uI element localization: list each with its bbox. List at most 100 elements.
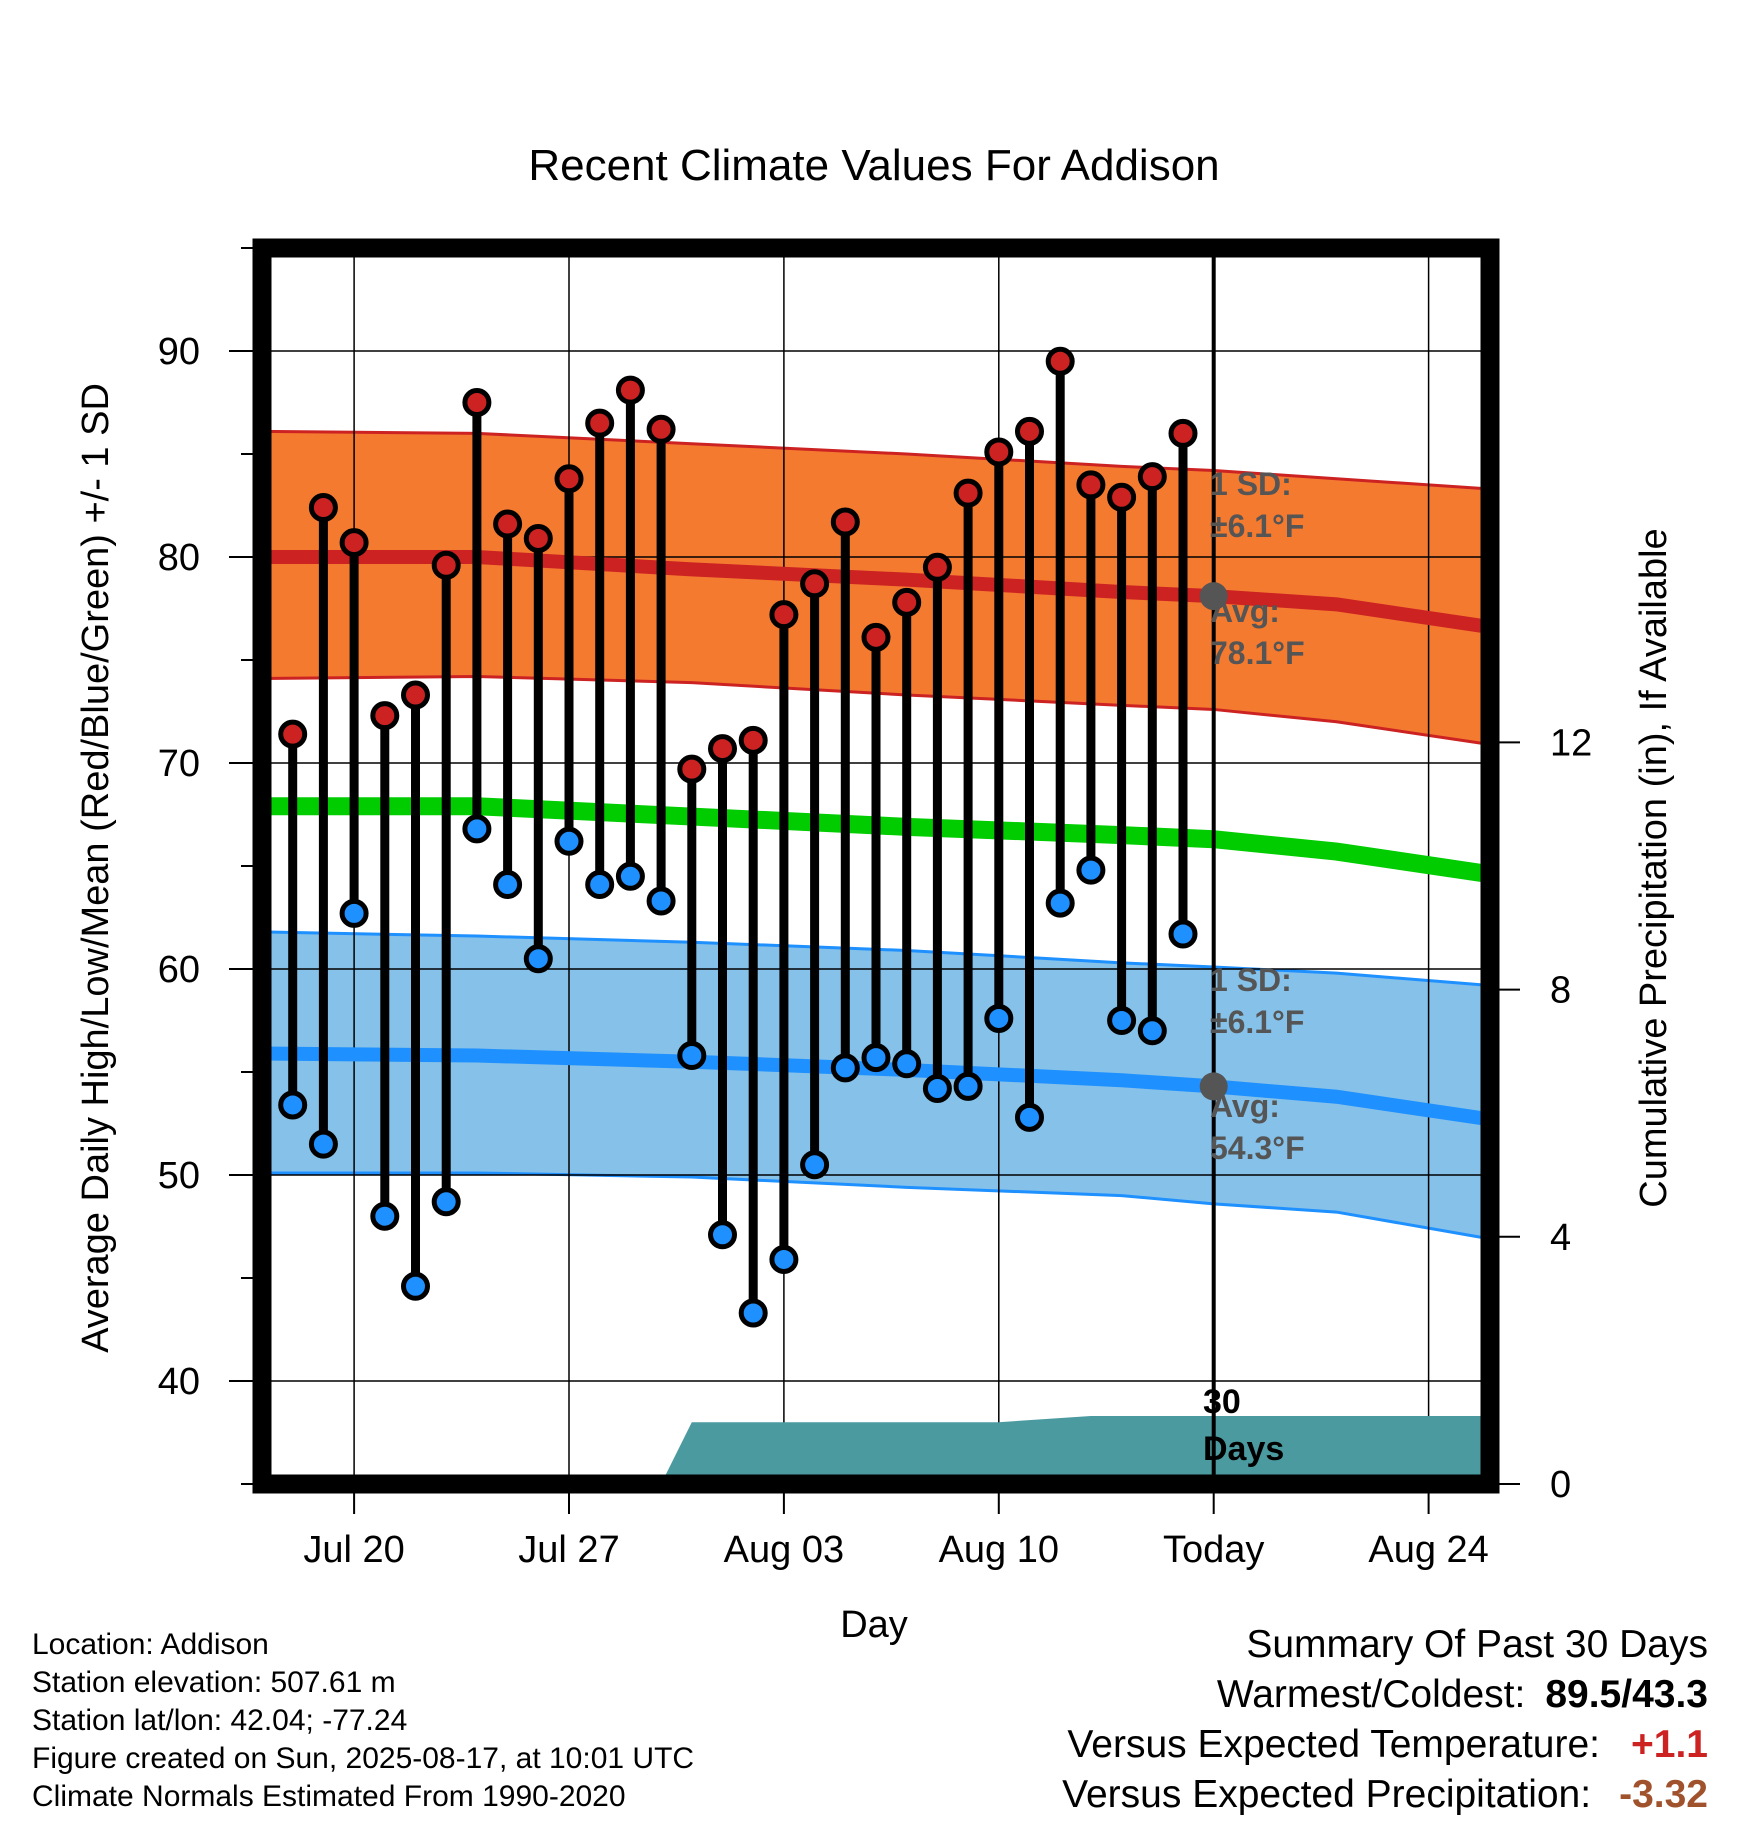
- today-low-avg-dot: [1199, 1072, 1228, 1101]
- daily-low-point: [585, 870, 615, 900]
- y-tick-label-60: 60: [158, 949, 200, 991]
- daily-high-point: [922, 552, 952, 582]
- days-number: 30: [1203, 1383, 1241, 1421]
- y2-tick-label-12: 12: [1550, 722, 1592, 764]
- daily-low-point: [892, 1049, 922, 1079]
- daily-low-point: [861, 1043, 891, 1073]
- daily-high-point: [462, 388, 492, 417]
- normals-text: Climate Normals Estimated From 1990-2020: [32, 1780, 626, 1813]
- y2-axis-label: Cumulative Precipitation (in), If Availa…: [1633, 528, 1675, 1207]
- daily-high-point: [554, 464, 584, 494]
- daily-high-point: [769, 600, 799, 630]
- x-axis-label: Day: [840, 1604, 908, 1646]
- precipitation-area: [661, 1416, 1490, 1484]
- y2-tick-label-8: 8: [1550, 970, 1571, 1012]
- x-tick-label-jul-20: Jul 20: [303, 1529, 404, 1571]
- high-avg-value: 78.1°F: [1210, 635, 1305, 671]
- daily-low-point: [1076, 855, 1106, 885]
- chart-annotations: 1 SD: ±6.1°F Avg: 78.1°F 1 SD: ±6.1°F Av…: [1203, 466, 1305, 1468]
- x-tick-label-jul-27: Jul 27: [518, 1529, 619, 1571]
- daily-high-point: [708, 734, 737, 764]
- avg-high-line: [262, 550, 1492, 634]
- y2-tick-label-4: 4: [1550, 1217, 1571, 1259]
- daily-low-point: [1137, 1016, 1167, 1046]
- daily-low-point: [1015, 1102, 1044, 1132]
- daily-high-point: [738, 725, 768, 755]
- daily-high-point: [278, 719, 308, 749]
- daily-low-point: [646, 886, 676, 916]
- daily-high-point: [615, 375, 645, 405]
- daily-low-point: [278, 1090, 308, 1120]
- daily-high-point: [585, 408, 615, 438]
- x-tick-label-aug-24: Aug 24: [1368, 1529, 1488, 1571]
- daily-high-point: [493, 509, 523, 539]
- daily-low-point: [800, 1150, 830, 1180]
- avg-mean-line: [262, 797, 1492, 884]
- temp-value: +1.1: [1631, 1723, 1708, 1766]
- daily-low-point: [462, 814, 492, 844]
- daily-low-point: [708, 1220, 737, 1250]
- daily-high-point: [308, 493, 338, 523]
- daily-high-point: [984, 437, 1014, 467]
- temp-label: Versus Expected Temperature:: [1067, 1723, 1600, 1766]
- summary-panel: Summary Of Past 30 Days Warmest/Coldest:…: [1062, 1620, 1708, 1820]
- daily-high-point: [1015, 416, 1044, 446]
- location-text: Location: Addison: [32, 1628, 269, 1661]
- today-marker: [1199, 248, 1228, 1484]
- normal-lines: [261, 550, 1492, 1127]
- high-sd-value: ±6.1°F: [1210, 508, 1304, 544]
- daily-low-point: [523, 944, 553, 974]
- high-avg-label: Avg:: [1210, 593, 1280, 629]
- daily-high-point: [953, 478, 983, 508]
- daily-high-point: [1076, 470, 1106, 500]
- days-word: Days: [1203, 1430, 1284, 1468]
- daily-low-point: [922, 1073, 952, 1103]
- daily-high-point: [800, 569, 830, 599]
- low-sd-band-lower-edge: [262, 1171, 1491, 1241]
- plot-frame: [252, 238, 1500, 1494]
- created-text: Figure created on Sun, 2025-08-17, at 10…: [32, 1742, 695, 1775]
- daily-observations: [278, 346, 1198, 1328]
- daily-high-point: [523, 523, 553, 553]
- daily-high-point: [861, 622, 891, 652]
- low-sd-band-upper-edge: [261, 930, 1491, 987]
- elevation-text: Station elevation: 507.61 m: [32, 1666, 396, 1699]
- daily-low-point: [769, 1244, 799, 1274]
- daily-low-point: [370, 1201, 400, 1231]
- station-info: Location: Addison Station elevation: 507…: [32, 1626, 694, 1816]
- daily-low-point: [1107, 1006, 1137, 1035]
- high-sd-band-lower-edge: [261, 674, 1491, 746]
- today-high-avg-dot: [1199, 582, 1228, 611]
- y-tick-label-40: 40: [158, 1361, 200, 1403]
- daily-high-point: [646, 414, 676, 444]
- daily-low-point: [1168, 919, 1198, 949]
- precip-cumulative-area: [661, 1416, 1490, 1484]
- low-avg-value: 54.3°F: [1210, 1130, 1305, 1166]
- daily-high-point: [1107, 482, 1137, 512]
- daily-low-point: [308, 1129, 338, 1159]
- extremes-value: 89.5/43.3: [1545, 1673, 1708, 1716]
- latlon-text: Station lat/lon: 42.04; -77.24: [32, 1704, 408, 1737]
- extremes-label: Warmest/Coldest:: [1216, 1673, 1526, 1716]
- daily-high-point: [677, 754, 707, 784]
- high-sd-label: 1 SD:: [1210, 466, 1292, 502]
- daily-low-point: [493, 870, 523, 900]
- daily-high-point: [830, 507, 860, 537]
- y2-tick-label-0: 0: [1550, 1464, 1571, 1506]
- y-tick-label-90: 90: [158, 331, 200, 373]
- daily-low-point: [615, 861, 645, 891]
- daily-high-point: [431, 550, 461, 580]
- precip-label: Versus Expected Precipitation:: [1062, 1773, 1592, 1816]
- daily-low-point: [830, 1053, 860, 1083]
- daily-low-point: [738, 1298, 768, 1328]
- y-tick-label-70: 70: [158, 743, 200, 785]
- daily-high-point: [1137, 462, 1167, 492]
- y-tick-label-50: 50: [158, 1155, 200, 1197]
- daily-low-point: [554, 826, 584, 856]
- daily-low-point: [431, 1187, 461, 1217]
- daily-low-point: [1045, 888, 1075, 918]
- chart-title: Recent Climate Values For Addison: [528, 141, 1219, 190]
- daily-high-point: [401, 680, 430, 710]
- high-sd-band-upper-edge: [261, 429, 1491, 491]
